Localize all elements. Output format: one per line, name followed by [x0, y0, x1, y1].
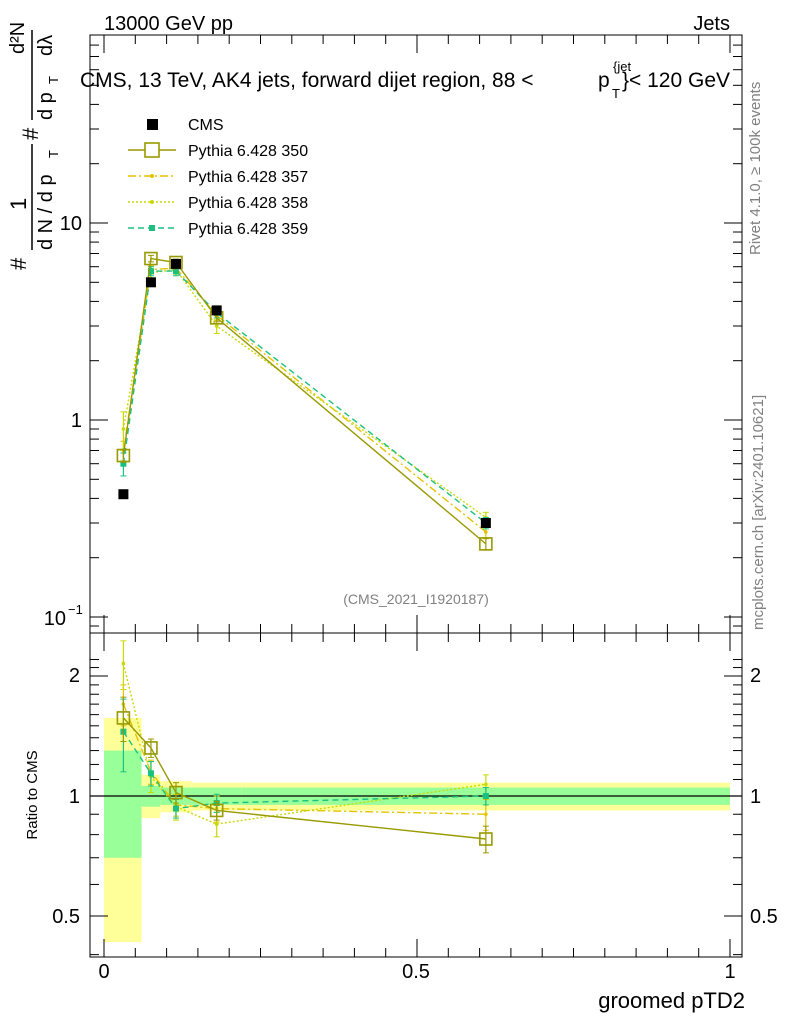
main-y-tick-10: 10: [60, 213, 82, 235]
ratio-y-tick-0.5: 0.5: [52, 906, 80, 928]
series-pythia-6-428-350-ratio-point: [209, 803, 224, 818]
series-cms-point: [211, 305, 222, 316]
series-cms-point: [170, 258, 181, 269]
x-tick-0: 0: [98, 961, 109, 983]
ratio-y-tick-2: 2: [69, 665, 80, 687]
series-pythia-6-428-359-point: [172, 268, 179, 275]
ylabel-hash-right: #: [18, 127, 43, 140]
main-y-axis-label: #1 d N / d p T # d²N d p Tdλ: [6, 22, 61, 270]
title-subscript: T: [612, 86, 620, 101]
series-pythia-6-428-350-line: [122, 257, 487, 545]
legend: CMS Pythia 6.428 350 Pythia 6.428 357 Pythi…: [128, 117, 308, 238]
plot-title: CMS, 13 TeV, AK4 jets, forward dijet reg…: [80, 59, 730, 101]
ylabel-d2n: d²N: [7, 22, 29, 54]
series-cms-point: [118, 489, 129, 500]
ylabel-hash-left: #: [6, 257, 31, 270]
x-tick-0.5: 0.5: [402, 961, 430, 983]
axis-ticks: [90, 34, 742, 957]
ratio-y-tick-1-right: 1: [750, 786, 761, 808]
ratio-plot-frame: [89, 632, 743, 958]
series-pythia-6-428-350-point: [479, 537, 493, 551]
ratio-y-axis-label: Ratio to CMS: [24, 750, 41, 839]
main-plot-layer: [116, 251, 493, 551]
mcplots-label: mcplots.cern.ch [arXiv:2401.10621]: [750, 395, 767, 630]
header-jets: Jets: [693, 13, 730, 35]
series-cms-point: [480, 518, 491, 529]
series-pythia-6-428-358-point: [214, 324, 219, 328]
ylabel-one: 1: [6, 198, 31, 210]
legend-cms-label: CMS: [188, 117, 224, 134]
series-pythia-6-428-350-point: [116, 448, 131, 463]
legend-pythia-6-428-357-label: Pythia 6.428 357: [188, 169, 308, 186]
series-pythia-6-428-359-ratio-point: [147, 770, 154, 777]
ylabel-dpt: d p: [35, 92, 57, 120]
series-pythia-6-428-350-ratio-point: [169, 785, 183, 800]
main-y-tick-0.1-exponent: −1: [68, 602, 83, 617]
series-pythia-6-428-358-ratio-point: [121, 661, 126, 666]
series-pythia-6-428-350-ratio-point: [479, 832, 493, 846]
header-energy: 13000 GeV pp: [104, 13, 233, 35]
series-pythia-6-428-350-ratio-point: [116, 711, 131, 725]
x-tick-1: 1: [724, 961, 735, 983]
ratio-plot-layer: [116, 640, 493, 854]
analysis-id-label: (CMS_2021_I1920187): [343, 591, 489, 607]
series-pythia-6-428-350-ratio-point: [144, 741, 158, 755]
main-y-label-rot: #1 d N / d p T # d²N d p Tdλ: [6, 22, 61, 270]
series-pythia-6-428-358-ratio-point: [214, 822, 219, 826]
ylabel-dlambda: dλ: [35, 35, 57, 56]
title-text: CMS, 13 TeV, AK4 jets, forward dijet reg…: [80, 69, 534, 92]
series-pythia-6-428-357-ratio-point: [484, 812, 488, 817]
series-pythia-6-428-359-line: [122, 270, 487, 524]
series-pythia-6-428-359-point: [147, 268, 154, 275]
legend-pythia-6-428-350-label: Pythia 6.428 350: [188, 143, 308, 160]
series-pythia-6-428-359-ratio-point: [482, 793, 489, 799]
series-pythia-6-428-350-point: [144, 251, 158, 266]
series-pythia-6-428-358-ratio-point: [484, 782, 488, 787]
series-pythia-6-428-357-line: [122, 267, 487, 533]
ylabel-denominator-sub: T: [46, 150, 61, 158]
ratio-band-green: [104, 750, 142, 858]
title-end: }< 120 GeV: [622, 69, 730, 92]
legend-pythia-6-428-359-label: Pythia 6.428 359: [188, 221, 308, 238]
main-y-tick-1: 1: [71, 410, 82, 432]
x-axis-label: groomed pTD2: [598, 988, 745, 1013]
legend-pythia-6-428-358-marker: [150, 200, 154, 204]
series-cms-point: [145, 277, 156, 288]
ylabel-dpt-sub: T: [46, 76, 61, 84]
title-p: p: [598, 69, 610, 92]
series-pythia-6-428-359-point: [120, 460, 127, 467]
ratio-y-tick-2-right: 2: [750, 665, 761, 687]
series-pythia-6-428-358-point: [121, 427, 126, 431]
ratio-uncertainty-bands: [90, 717, 742, 943]
title-superscript: {jet: [613, 59, 631, 74]
ylabel-denominator: d N / d p: [35, 174, 57, 250]
legend-pythia-6-428-358-label: Pythia 6.428 358: [188, 195, 308, 212]
ratio-y-tick-1: 1: [69, 786, 80, 808]
legend-pythia-6-428-359-marker: [149, 225, 155, 231]
main-y-tick-0.1-base: 10: [44, 608, 66, 630]
series-pythia-6-428-359-ratio-point: [172, 805, 179, 812]
rivet-version-label: Rivet 4.1.0, ≥ 100k events: [747, 82, 764, 255]
ratio-y-tick-0.5-right: 0.5: [750, 906, 778, 928]
legend-pythia-6-428-357-marker: [150, 174, 154, 178]
series-pythia-6-428-350-ratio-line: [122, 717, 486, 840]
legend-cms-marker: [147, 119, 158, 130]
legend-pythia-6-428-350-marker: [144, 142, 160, 158]
series-pythia-6-428-357-point: [484, 530, 488, 534]
